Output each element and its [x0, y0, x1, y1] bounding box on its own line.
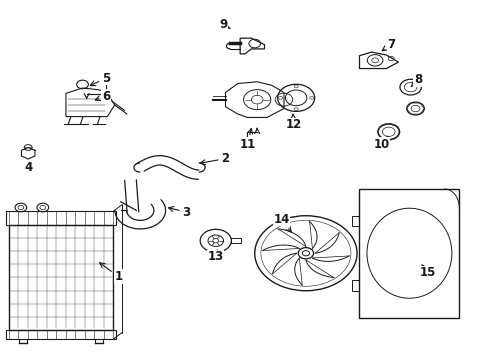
Bar: [9, 225, 114, 330]
Text: 7: 7: [382, 38, 395, 51]
Bar: [360, 189, 460, 318]
Text: 14: 14: [273, 213, 291, 232]
Bar: [6, 330, 116, 339]
Text: 10: 10: [373, 136, 390, 151]
Text: 2: 2: [200, 152, 230, 165]
Text: 3: 3: [169, 206, 191, 219]
Bar: [6, 211, 116, 225]
Text: 15: 15: [419, 265, 436, 279]
Text: 13: 13: [208, 250, 224, 263]
Bar: [231, 238, 241, 243]
Text: 1: 1: [99, 263, 122, 283]
Text: 12: 12: [286, 114, 302, 131]
Text: 6: 6: [95, 90, 110, 103]
Text: 11: 11: [239, 129, 256, 151]
Text: 4: 4: [24, 161, 32, 174]
Text: 9: 9: [219, 18, 230, 31]
Text: 8: 8: [411, 73, 422, 87]
Text: 5: 5: [90, 72, 110, 86]
